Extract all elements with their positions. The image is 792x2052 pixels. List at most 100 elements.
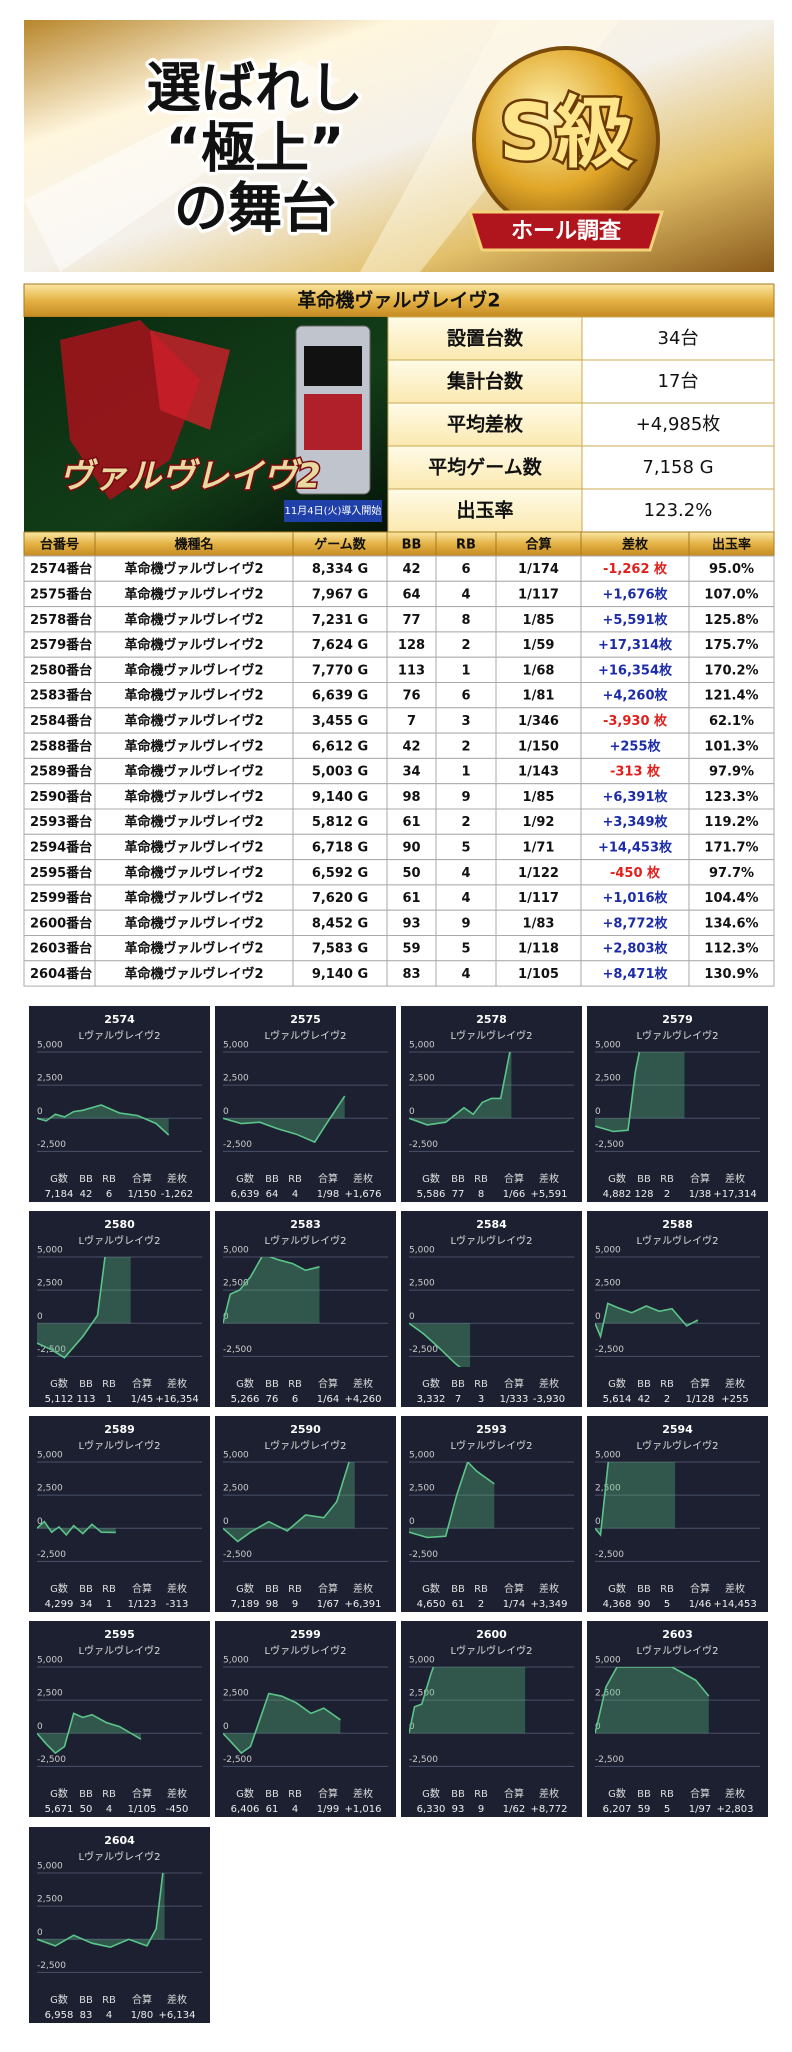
table-text: 7,583 G — [312, 942, 368, 957]
y-tick-label: -2,500 — [409, 1345, 438, 1355]
stat-header: G数 — [50, 1172, 68, 1185]
y-tick-label: -2,500 — [37, 1961, 66, 1971]
stat-value: +6,391 — [344, 1599, 381, 1610]
header-cell — [580, 531, 690, 557]
stat-value: +2,803 — [716, 1804, 753, 1815]
stat-value: 1/123 — [128, 1599, 157, 1610]
header-cell — [435, 531, 497, 557]
table-text: 2594番台 — [30, 839, 92, 855]
stat-value: 1/80 — [131, 2010, 153, 2021]
stat-value: +8,772 — [530, 1804, 567, 1815]
table-text: 革命機ヴァルヴレイヴ2 — [124, 966, 263, 982]
stat-value: 42 — [80, 1189, 93, 1200]
panel-subtitle: Lヴァルヴレイヴ2 — [265, 1439, 347, 1452]
table-cell — [292, 682, 388, 709]
y-tick-label: 0 — [409, 1722, 415, 1732]
header-label: 合算 — [525, 537, 551, 553]
graph-area — [409, 1462, 495, 1538]
stat-value: 2 — [664, 1394, 670, 1405]
graph-panel: 2584 Lヴァルヴレイヴ2 5,000 2,500 0 -2,500 G数 3,332 BB 7… — [401, 1211, 582, 1407]
stat-header: 合算 — [132, 1787, 152, 1800]
table-cell — [292, 732, 388, 759]
stat-header: RB — [102, 1379, 116, 1390]
table-text: 2600番台 — [30, 915, 92, 931]
table-text: 1 — [461, 765, 470, 780]
stat-header: 差枚 — [167, 1993, 187, 2006]
table-cell — [495, 859, 582, 886]
stat-value: 128 — [634, 1189, 653, 1200]
graph-line — [409, 1052, 511, 1126]
table-text: 2593番台 — [30, 814, 92, 830]
banner-shine — [24, 60, 340, 272]
table-text: 革命機ヴァルヴレイヴ2 — [124, 612, 263, 628]
table-text: 1/174 — [518, 562, 559, 577]
table-text: 1/122 — [518, 866, 559, 881]
summary-value: 17台 — [658, 371, 699, 392]
stat-header: G数 — [608, 1377, 626, 1390]
table-cell — [386, 960, 437, 987]
table-text: 2590番台 — [30, 789, 92, 805]
summary-label: 出玉率 — [456, 500, 513, 522]
stat-header: 合算 — [132, 1172, 152, 1185]
badge-ribbon — [467, 210, 665, 252]
y-tick-label: 0 — [37, 1107, 43, 1117]
panel-id: 2589 — [104, 1423, 135, 1436]
table-text: 革命機ヴァルヴレイヴ2 — [124, 561, 263, 577]
panel-id: 2604 — [104, 1834, 135, 1847]
graph-panel: 2599 Lヴァルヴレイヴ2 5,000 2,500 0 -2,500 G数 6,406 BB 6… — [215, 1621, 396, 1817]
table-text: 2574番台 — [30, 561, 92, 577]
table-text: 2604番台 — [30, 966, 92, 982]
table-text: 7,231 G — [312, 613, 368, 628]
table-text: 90 — [402, 840, 420, 855]
y-tick-label: 2,500 — [409, 1279, 435, 1289]
table-text: 4 — [461, 866, 470, 881]
y-tick-label: 2,500 — [37, 1074, 63, 1084]
header-cell — [94, 531, 294, 557]
y-tick-label: 5,000 — [37, 1041, 63, 1051]
stat-value: 5,112 — [45, 1394, 74, 1405]
y-tick-label: 0 — [223, 1722, 229, 1732]
y-tick-label: 0 — [595, 1107, 601, 1117]
stat-value: 2 — [664, 1189, 670, 1200]
table-cell — [688, 682, 775, 709]
panel-id: 2590 — [290, 1423, 321, 1436]
summary-label: 集計台数 — [446, 370, 524, 393]
graph-grid: 2574Lヴァルヴレイヴ25,0002,5000-2,500G数7,184BB4… — [29, 1006, 768, 2023]
y-tick-label: 0 — [37, 1722, 43, 1732]
panel-id: 2600 — [476, 1628, 507, 1641]
stat-value: 61 — [452, 1599, 465, 1610]
panel-bg — [401, 1416, 582, 1612]
table-text: 革命機ヴァルヴレイヴ2 — [124, 789, 263, 805]
banner: 選ばれし “極上” の舞台 S級 ホール調査 — [24, 20, 774, 272]
table-text: 42 — [402, 739, 420, 754]
table-text: +1,016枚 — [602, 890, 668, 906]
table-cell — [580, 707, 690, 734]
y-tick-label: 2,500 — [223, 1484, 249, 1494]
stat-header: G数 — [608, 1787, 626, 1800]
stat-value: 93 — [452, 1804, 465, 1815]
table-text: +14,453枚 — [598, 839, 673, 855]
graph-panel: 2603 Lヴァルヴレイヴ2 5,000 2,500 0 -2,500 G数 6,207 BB 5… — [587, 1621, 768, 1817]
panel-id: 2588 — [662, 1218, 693, 1231]
stat-header: BB — [637, 1379, 651, 1390]
header-label: ゲーム数 — [314, 537, 367, 553]
table-text: 125.8% — [704, 613, 758, 628]
stat-value: 1/66 — [503, 1189, 525, 1200]
table-text: 50 — [402, 866, 420, 881]
stat-value: +16,354 — [155, 1394, 198, 1405]
stat-value: 7 — [455, 1394, 461, 1405]
table-text: 4 — [461, 967, 470, 982]
y-tick-label: 5,000 — [223, 1451, 249, 1461]
summary-value-cell — [581, 445, 775, 490]
stat-header: BB — [451, 1174, 465, 1185]
stat-header: RB — [102, 1995, 116, 2006]
stat-header: BB — [79, 1584, 93, 1595]
table-text: 1/85 — [523, 790, 555, 805]
graph-line — [37, 1104, 170, 1136]
stat-value: 4,650 — [417, 1599, 446, 1610]
panel-id: 2578 — [476, 1013, 507, 1026]
table-cell — [292, 757, 388, 785]
table-cell — [23, 631, 96, 658]
table-cell — [94, 909, 294, 937]
